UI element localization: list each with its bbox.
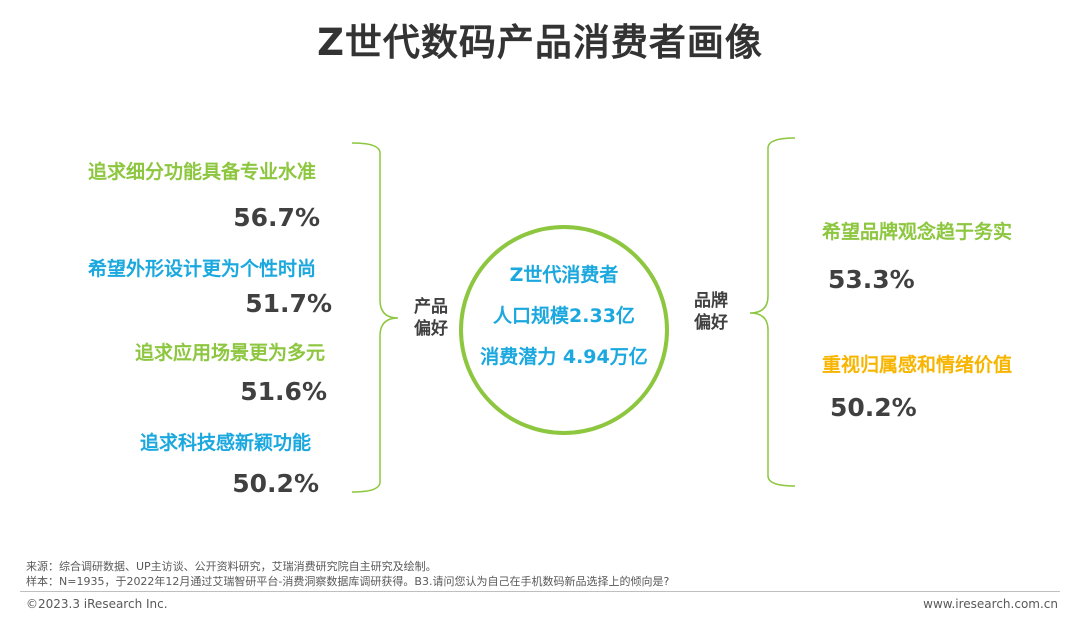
brand-pref-value-1: 53.3%	[828, 265, 915, 294]
center-spending-power: 消费潜力 4.94万亿	[480, 346, 648, 368]
page-title: Z世代数码产品消费者画像	[317, 21, 763, 64]
center-circle	[459, 225, 669, 435]
left-bracket	[351, 142, 399, 493]
footer-source: 来源：综合调研数据、UP主访谈、公开资料研究，艾瑞消费研究院自主研究及绘制。	[26, 560, 437, 573]
brand-pref-label-2: 重视归属感和情绪价值	[822, 354, 1013, 376]
brand-pref-value-2: 50.2%	[830, 393, 917, 422]
footer-website: www.iresearch.com.cn	[923, 597, 1058, 611]
brand-preference-category: 品牌 偏好	[694, 291, 728, 333]
product-pref-label-1: 追求细分功能具备专业水准	[87, 161, 316, 183]
product-pref-value-2: 51.7%	[245, 289, 332, 318]
product-pref-value-3: 51.6%	[240, 377, 327, 406]
center-population: 人口规模2.33亿	[493, 305, 635, 327]
footer-copyright: ©2023.3 iResearch Inc.	[26, 597, 168, 611]
product-preference-category: 产品 偏好	[414, 297, 448, 339]
footer-divider	[20, 591, 1060, 592]
product-pref-value-1: 56.7%	[233, 203, 320, 232]
product-pref-label-4: 追求科技感新颖功能	[139, 432, 311, 454]
product-pref-label-3: 追求应用场景更为多元	[134, 342, 325, 364]
center-title: Z世代消费者	[509, 264, 619, 286]
brand-pref-label-1: 希望品牌观念趋于务实	[822, 221, 1013, 243]
product-pref-value-4: 50.2%	[232, 469, 319, 498]
product-pref-label-2: 希望外形设计更为个性时尚	[87, 258, 316, 280]
right-bracket	[749, 137, 796, 487]
footer-sample: 样本：N=1935，于2022年12月通过艾瑞智研平台-消费洞察数据库调研获得。…	[26, 575, 670, 588]
